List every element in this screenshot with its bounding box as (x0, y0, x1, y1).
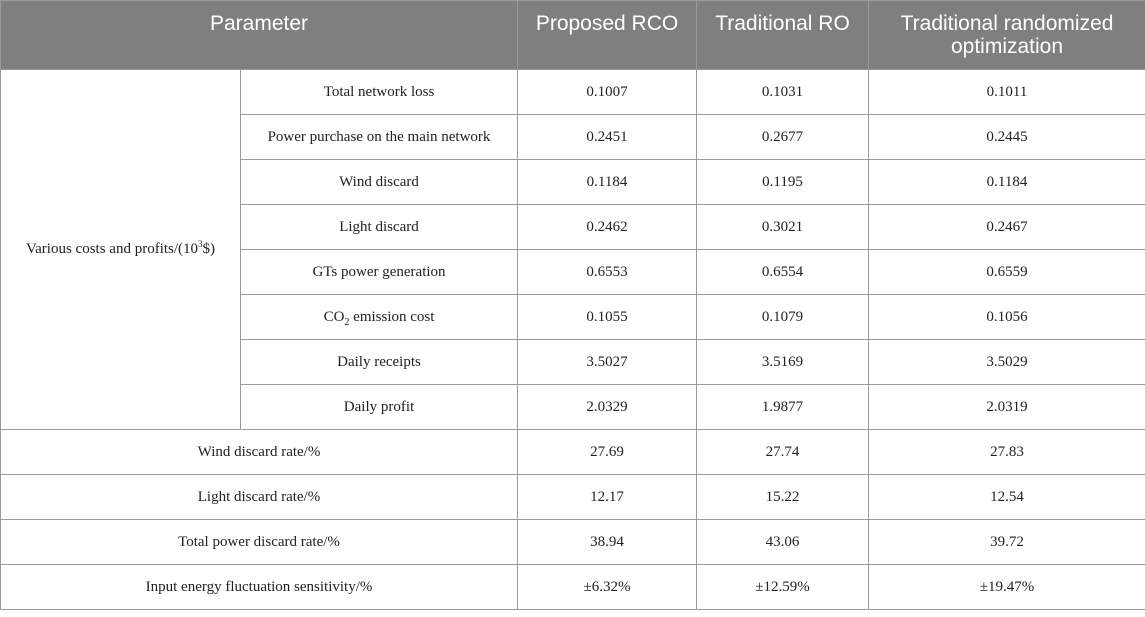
table-body: Various costs and profits/(103$) Total n… (0, 69, 1145, 610)
row-label: Total power discard rate/% (0, 519, 519, 565)
table-row: GTs power generation 0.6553 0.6554 0.655… (1, 249, 1145, 295)
group-label-suffix: $) (202, 241, 216, 257)
header-row: Parameter Proposed RCO Traditional RO Tr… (0, 0, 1145, 70)
row-label: Daily receipts (239, 339, 519, 385)
row-label-prefix: CO (323, 308, 345, 325)
value-proposed-rco: 0.6553 (517, 249, 698, 295)
value-traditional-randomized: 12.54 (868, 474, 1145, 520)
table-row: Light discard 0.2462 0.3021 0.2467 (1, 204, 1145, 250)
row-label: GTs power generation (239, 249, 519, 295)
value-traditional-ro: 0.6554 (696, 249, 870, 295)
row-label-suffix: emission cost (349, 308, 435, 325)
value-traditional-randomized: 0.2445 (868, 114, 1145, 160)
row-label: Light discard rate/% (0, 474, 519, 520)
row-label: Wind discard (239, 159, 519, 205)
group-label-cell: Various costs and profits/(103$) (0, 69, 241, 430)
value-proposed-rco: 0.2451 (517, 114, 698, 160)
group-label-prefix: Various costs and profits/(10 (25, 241, 199, 257)
value-proposed-rco: 38.94 (517, 519, 698, 565)
group-label-sup: 3 (198, 239, 203, 249)
header-parameter: Parameter (0, 0, 519, 70)
value-traditional-randomized: 0.1056 (868, 294, 1145, 340)
value-proposed-rco: 12.17 (517, 474, 698, 520)
table-row: Wind discard rate/% 27.69 27.74 27.83 (0, 429, 1145, 475)
row-label: Light discard (239, 204, 519, 250)
value-traditional-randomized: 2.0319 (868, 384, 1145, 430)
value-proposed-rco: 27.69 (517, 429, 698, 475)
table-row: Various costs and profits/(103$) Total n… (0, 69, 1145, 430)
table-header: Parameter Proposed RCO Traditional RO Tr… (0, 0, 1145, 70)
table-row: Light discard rate/% 12.17 15.22 12.54 (0, 474, 1145, 520)
value-traditional-ro: 0.2677 (696, 114, 870, 160)
value-traditional-ro: 0.1195 (696, 159, 870, 205)
row-label: CO2 emission cost (239, 294, 519, 340)
value-traditional-ro: 15.22 (696, 474, 870, 520)
value-traditional-ro: 3.5169 (696, 339, 870, 385)
value-proposed-rco: 2.0329 (517, 384, 698, 430)
table-row: Total power discard rate/% 38.94 43.06 3… (0, 519, 1145, 565)
value-traditional-ro: 43.06 (696, 519, 870, 565)
value-proposed-rco: 0.1184 (517, 159, 698, 205)
value-traditional-randomized: 3.5029 (868, 339, 1145, 385)
row-label: Power purchase on the main network (239, 114, 519, 160)
value-traditional-randomized: 27.83 (868, 429, 1145, 475)
table-row: CO2 emission cost 0.1055 0.1079 0.1056 (1, 294, 1145, 340)
value-traditional-randomized: ±19.47% (868, 564, 1145, 610)
table-row: Input energy fluctuation sensitivity/% ±… (0, 564, 1145, 610)
value-traditional-ro: 0.1031 (696, 69, 870, 115)
row-label-sub: 2 (344, 316, 350, 328)
value-proposed-rco: 3.5027 (517, 339, 698, 385)
value-traditional-randomized: 0.1011 (868, 69, 1145, 115)
value-traditional-randomized: 0.6559 (868, 249, 1145, 295)
value-traditional-randomized: 0.1184 (868, 159, 1145, 205)
value-proposed-rco: ±6.32% (517, 564, 698, 610)
value-traditional-ro: 27.74 (696, 429, 870, 475)
value-traditional-randomized: 0.2467 (868, 204, 1145, 250)
value-proposed-rco: 0.1055 (517, 294, 698, 340)
value-traditional-ro: 1.9877 (696, 384, 870, 430)
table-row: Wind discard 0.1184 0.1195 0.1184 (1, 159, 1145, 205)
row-label: Input energy fluctuation sensitivity/% (0, 564, 519, 610)
header-proposed-rco: Proposed RCO (517, 0, 698, 70)
row-label: Total network loss (239, 69, 519, 115)
header-traditional-randomized: Traditional randomized optimization (868, 0, 1145, 70)
value-traditional-randomized: 39.72 (868, 519, 1145, 565)
value-traditional-ro: 0.1079 (696, 294, 870, 340)
row-label: Daily profit (239, 384, 519, 430)
value-proposed-rco: 0.2462 (517, 204, 698, 250)
row-label: Wind discard rate/% (0, 429, 519, 475)
table-row: Power purchase on the main network 0.245… (1, 114, 1145, 160)
value-proposed-rco: 0.1007 (517, 69, 698, 115)
header-traditional-ro: Traditional RO (696, 0, 870, 70)
value-traditional-ro: 0.3021 (696, 204, 870, 250)
value-traditional-ro: ±12.59% (696, 564, 870, 610)
